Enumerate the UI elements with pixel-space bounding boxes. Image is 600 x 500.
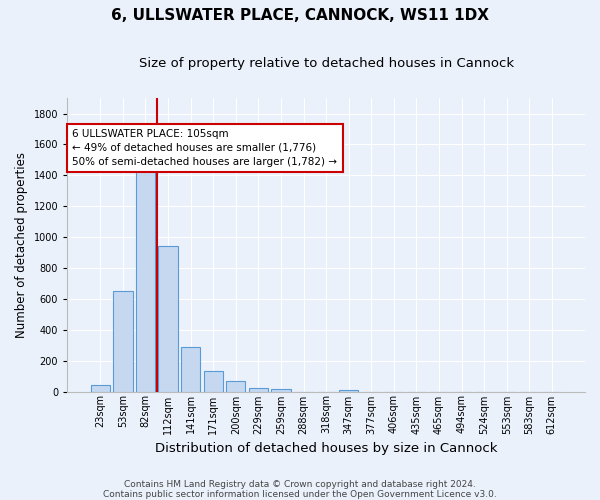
Bar [181, 346, 200, 392]
Text: 6 ULLSWATER PLACE: 105sqm
← 49% of detached houses are smaller (1,776)
50% of se: 6 ULLSWATER PLACE: 105sqm ← 49% of detac… [73, 129, 337, 167]
Text: Contains public sector information licensed under the Open Government Licence v3: Contains public sector information licen… [103, 490, 497, 499]
Text: Contains HM Land Registry data © Crown copyright and database right 2024.: Contains HM Land Registry data © Crown c… [124, 480, 476, 489]
Bar [203, 372, 223, 392]
Bar [136, 163, 155, 392]
Text: 6, ULLSWATER PLACE, CANNOCK, WS11 1DX: 6, ULLSWATER PLACE, CANNOCK, WS11 1DX [111, 8, 489, 22]
X-axis label: Distribution of detached houses by size in Cannock: Distribution of detached houses by size … [155, 442, 497, 455]
Bar [113, 291, 133, 392]
Bar [249, 388, 268, 392]
Y-axis label: Number of detached properties: Number of detached properties [15, 152, 28, 338]
Bar [158, 246, 178, 392]
Bar [339, 390, 358, 392]
Bar [226, 382, 245, 392]
Bar [91, 386, 110, 392]
Bar [271, 389, 290, 392]
Title: Size of property relative to detached houses in Cannock: Size of property relative to detached ho… [139, 58, 514, 70]
